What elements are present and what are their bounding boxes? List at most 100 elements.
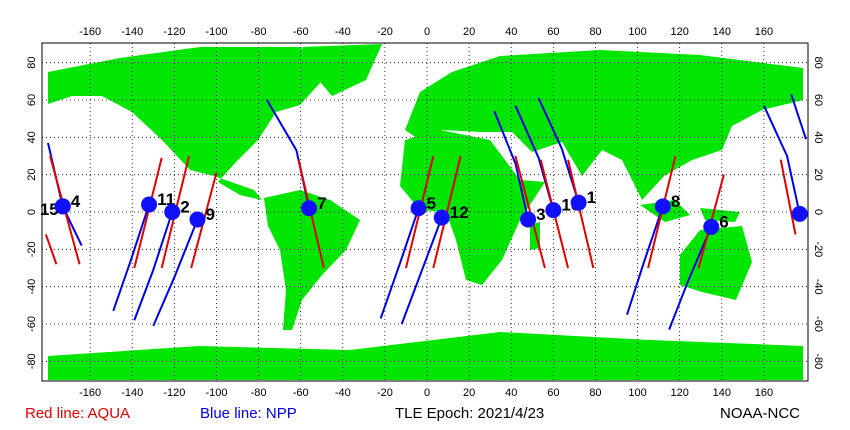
- npp-track: [133, 211, 174, 321]
- x-tick-label-bottom: 0: [424, 387, 430, 399]
- x-tick-label-bottom: 160: [755, 387, 773, 399]
- y-tick-label-left: 60: [26, 94, 38, 106]
- satellite-position: [520, 211, 537, 228]
- y-tick-label-left: -60: [26, 316, 38, 332]
- x-tick-label-bottom: -100: [205, 387, 227, 399]
- satellite-label: 3: [536, 205, 545, 224]
- x-tick-label-top: 80: [589, 26, 601, 38]
- x-tick-label-top: 60: [547, 26, 559, 38]
- npp-track: [152, 219, 199, 327]
- satellite-label: 6: [719, 212, 728, 231]
- y-tick-label-right: 0: [812, 209, 824, 215]
- satellite-label: 15: [40, 200, 59, 219]
- satellite-label: 9: [205, 205, 214, 224]
- x-tick-label-bottom: 40: [505, 387, 517, 399]
- eurasia: [405, 50, 803, 200]
- x-tick-label-bottom: -80: [251, 387, 267, 399]
- satellite-position: [164, 204, 181, 220]
- x-tick-label-top: -60: [293, 26, 309, 38]
- y-tick-label-left: -20: [26, 241, 38, 257]
- x-tick-label-bottom: -40: [335, 387, 351, 399]
- x-tick-label-top: -160: [79, 26, 101, 38]
- islands: [530, 200, 740, 250]
- greenland: [302, 44, 382, 96]
- aqua-track: [779, 159, 797, 235]
- y-tick-label-right: -20: [812, 241, 824, 257]
- x-tick-label-bottom: 140: [713, 387, 731, 399]
- y-tick-label-right: 60: [812, 94, 824, 106]
- x-tick-label-top: 0: [424, 26, 430, 38]
- y-tick-label-right: 20: [812, 169, 824, 181]
- x-tick-label-top: -40: [335, 26, 351, 38]
- y-tick-label-left: 20: [26, 169, 38, 181]
- x-tick-label-bottom: -60: [293, 387, 309, 399]
- x-tick-label-top: 40: [505, 26, 517, 38]
- x-tick-label-bottom: -160: [79, 387, 101, 399]
- x-tick-label-bottom: -120: [163, 387, 185, 399]
- south-america: [264, 190, 360, 330]
- africa: [400, 130, 545, 285]
- satellite-label: 1: [587, 188, 596, 207]
- satellite-label: 5: [427, 194, 436, 213]
- satellite-position: [791, 205, 808, 222]
- x-tick-label-bottom: -20: [377, 387, 393, 399]
- satellite-position: [54, 198, 71, 215]
- satellite-position: [570, 194, 587, 211]
- satellite-position: [410, 200, 427, 217]
- x-tick-label-top: -140: [121, 26, 143, 38]
- x-tick-label-bottom: 60: [547, 387, 559, 399]
- x-tick-label-top: -120: [163, 26, 185, 38]
- x-tick-label-top: 160: [755, 26, 773, 38]
- npp-track: [400, 217, 443, 325]
- y-tick-label-right: -60: [812, 316, 824, 332]
- npp-track: [493, 110, 530, 220]
- x-tick-label-bottom: 120: [670, 387, 688, 399]
- x-tick-label-top: -80: [251, 26, 267, 38]
- y-tick-label-right: 40: [812, 131, 824, 143]
- satellite-label: 2: [180, 197, 189, 216]
- x-tick-label-bottom: 100: [628, 387, 646, 399]
- satellite-position: [433, 209, 450, 226]
- australia: [680, 226, 752, 300]
- npp-track: [626, 206, 664, 315]
- x-tick-label-top: -20: [377, 26, 393, 38]
- y-tick-label-left: 40: [26, 131, 38, 143]
- x-tick-label-top: -100: [205, 26, 227, 38]
- npp-track: [379, 207, 420, 319]
- npp-track: [790, 94, 807, 140]
- y-tick-label-right: -40: [812, 279, 824, 295]
- satellite-label: 12: [450, 203, 469, 222]
- legend-aqua: Red line: AQUA: [25, 405, 130, 422]
- aqua-track: [133, 157, 163, 269]
- north-america: [48, 47, 330, 200]
- satellite-position: [654, 198, 671, 215]
- land: [48, 44, 803, 380]
- x-tick-label-bottom: -140: [121, 387, 143, 399]
- tle-epoch: TLE Epoch: 2021/4/23: [395, 405, 544, 422]
- x-tick-label-top: 20: [463, 26, 475, 38]
- satellite-position: [141, 196, 158, 213]
- legend-npp: Blue line: NPP: [200, 405, 297, 422]
- x-tick-label-top: 100: [628, 26, 646, 38]
- credit: NOAA-NCC: [720, 405, 800, 422]
- y-tick-label-right: -80: [812, 353, 824, 369]
- aqua-track: [44, 234, 58, 265]
- satellite-position: [703, 218, 720, 235]
- npp-track: [668, 226, 713, 330]
- x-tick-label-top: 120: [670, 26, 688, 38]
- x-tick-label-top: 140: [713, 26, 731, 38]
- satellite-label: 4: [71, 192, 81, 211]
- x-tick-label-bottom: 80: [589, 387, 601, 399]
- aqua-track: [567, 159, 595, 269]
- x-tick-label-bottom: 20: [463, 387, 475, 399]
- antarctica: [48, 332, 803, 380]
- npp-track: [762, 105, 801, 215]
- y-tick-label-left: -40: [26, 279, 38, 295]
- satellite-label: 7: [317, 194, 326, 213]
- y-tick-label-left: 80: [26, 57, 38, 69]
- y-tick-label-left: 0: [26, 209, 38, 215]
- satellite-position: [545, 202, 562, 219]
- y-tick-label-right: 80: [812, 57, 824, 69]
